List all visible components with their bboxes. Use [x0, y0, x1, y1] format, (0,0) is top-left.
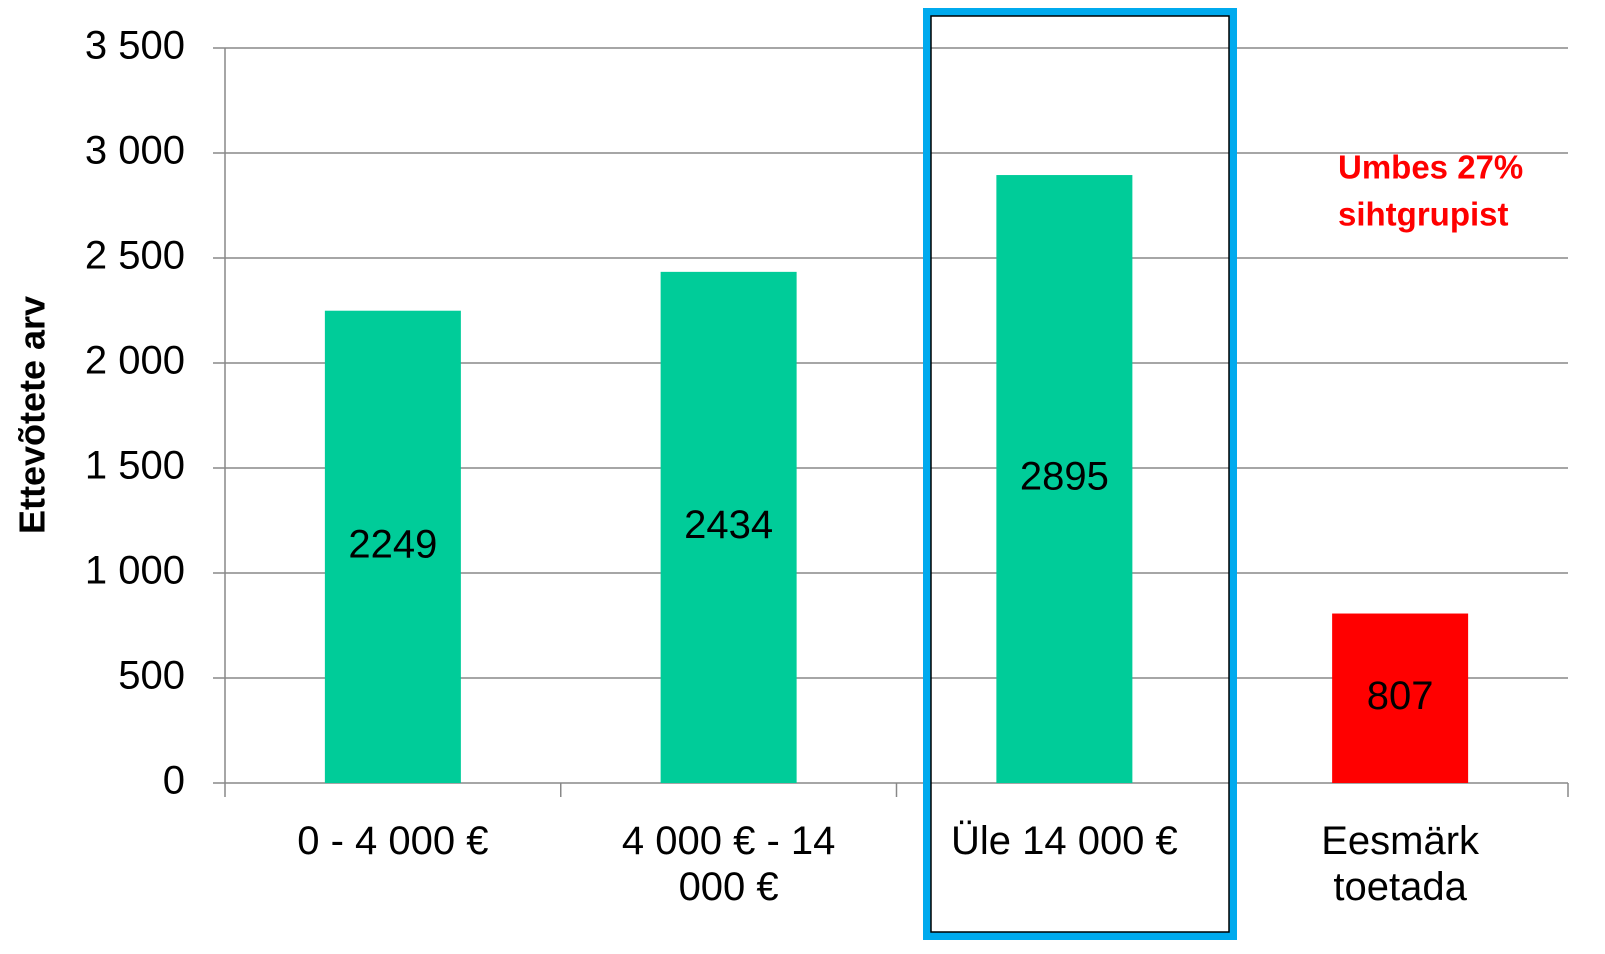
- highlight-box-inner: [930, 15, 1230, 933]
- annotation: Umbes 27%: [1338, 149, 1523, 186]
- y-axis-label: Ettevõtete arv: [12, 296, 53, 534]
- y-tick-label: 0: [163, 759, 185, 803]
- x-tick-label: 0 - 4 000 €: [297, 819, 489, 863]
- x-tick-label: 4 000 € - 14 000 €: [621, 819, 836, 909]
- y-tick-label: 2 500: [85, 234, 185, 278]
- data-label: 2895: [1020, 455, 1109, 499]
- annotation: sihtgrupist: [1338, 196, 1509, 233]
- y-tick-label: 500: [118, 654, 185, 698]
- bar: [324, 310, 461, 783]
- y-tick-label: 1 500: [85, 444, 185, 488]
- data-label: 2434: [684, 503, 773, 547]
- x-tick-label: Üle 14 000 €: [950, 819, 1178, 863]
- data-label: 2249: [348, 522, 437, 566]
- data-label: 807: [1367, 674, 1434, 718]
- y-tick-label: 2 000: [85, 339, 185, 383]
- bar: [660, 271, 797, 783]
- y-tick-label: 1 000: [85, 549, 185, 593]
- highlight-box: [923, 8, 1237, 940]
- bar: [1332, 613, 1469, 783]
- bar: [996, 175, 1133, 784]
- x-tick-label: Eesmärk toetada: [1321, 819, 1480, 909]
- y-tick-label: 3 500: [85, 24, 185, 68]
- y-tick-label: 3 000: [85, 129, 185, 173]
